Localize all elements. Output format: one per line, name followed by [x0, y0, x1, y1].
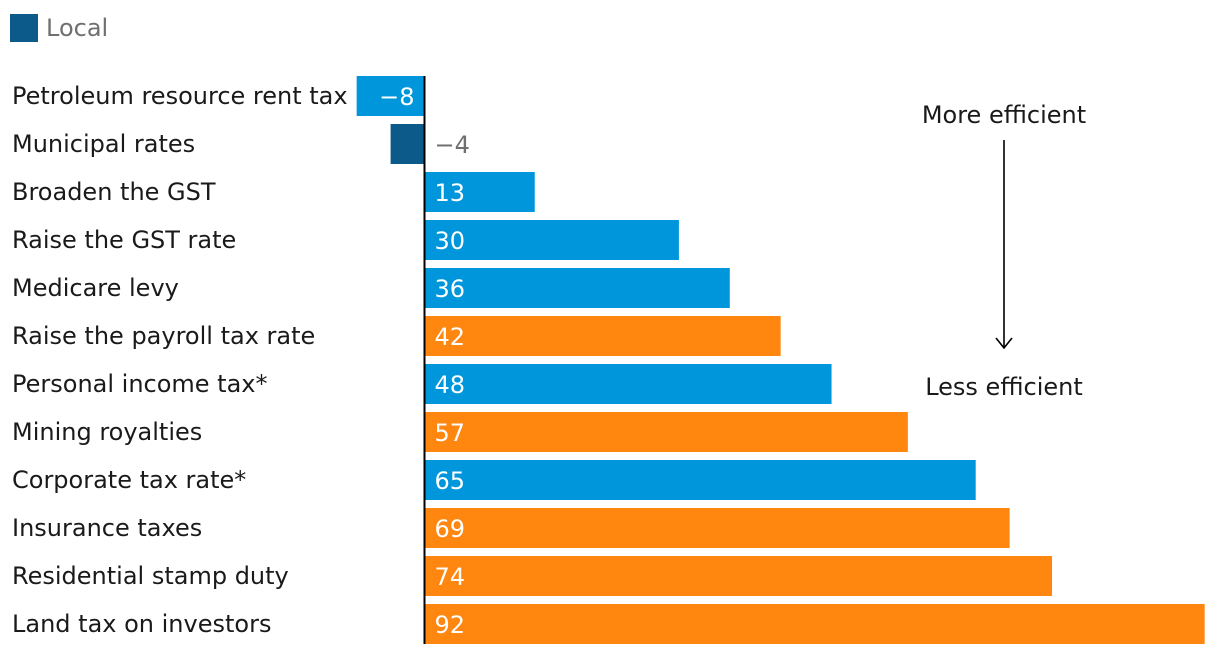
value-label: 92 [435, 611, 466, 639]
value-label: 30 [435, 227, 466, 255]
category-label: Personal income tax* [12, 370, 268, 398]
bar-1 [356, 76, 425, 116]
bar-11 [424, 556, 1053, 596]
category-label: Corporate tax rate* [12, 466, 246, 494]
efficiency-annotation: More efficient Less efficient [922, 101, 1086, 401]
category-label: Insurance taxes [12, 514, 202, 542]
category-label: Medicare levy [12, 274, 179, 302]
bar-12 [424, 604, 1205, 644]
legend-swatch-local [10, 14, 38, 42]
bar-10 [424, 508, 1010, 548]
bar-6 [424, 316, 781, 356]
bar-9 [424, 460, 976, 500]
value-label: 69 [435, 515, 466, 543]
bar-7 [424, 364, 832, 404]
category-label: Mining royalties [12, 418, 202, 446]
arrow-head-icon [995, 337, 1013, 350]
bar-8 [424, 412, 908, 452]
value-label: 74 [435, 563, 466, 591]
value-label: 42 [435, 323, 466, 351]
bars-group [356, 76, 1205, 644]
annotation-more-efficient: More efficient [922, 101, 1086, 129]
bar-4 [424, 220, 679, 260]
category-label: Residential stamp duty [12, 562, 289, 590]
value-label: 36 [435, 275, 466, 303]
value-label: −4 [435, 131, 470, 159]
annotation-less-efficient: Less efficient [925, 373, 1083, 401]
category-label: Broaden the GST [12, 178, 216, 206]
category-label: Land tax on investors [12, 610, 271, 638]
value-label: −8 [379, 83, 414, 111]
bar-3 [424, 172, 535, 212]
value-label: 65 [435, 467, 466, 495]
legend-label-local: Local [46, 14, 109, 42]
bar-5 [424, 268, 730, 308]
bar-2 [390, 124, 425, 164]
category-label: Petroleum resource rent tax [12, 82, 348, 110]
value-label: 13 [435, 179, 466, 207]
labels-group: Petroleum resource rent tax −8 Municipal r… [12, 82, 470, 639]
category-label: Raise the GST rate [12, 226, 236, 254]
legend: Local [10, 14, 108, 42]
value-label: 48 [435, 371, 466, 399]
value-label: 57 [435, 419, 466, 447]
category-label: Raise the payroll tax rate [12, 322, 315, 350]
category-label: Municipal rates [12, 130, 195, 158]
